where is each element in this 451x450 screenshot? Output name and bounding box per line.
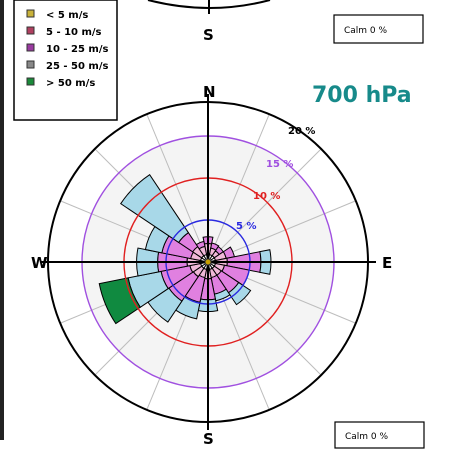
ring-label-10: 10 % (253, 191, 280, 202)
compass-south: S (203, 430, 214, 448)
rose-center (204, 258, 212, 266)
top-calm-box (333, 14, 424, 44)
spoke-NNW (146, 113, 209, 263)
calm-box: Calm 0 % (334, 421, 425, 449)
legend-box (13, 0, 118, 121)
ring-label-15: 15 % (266, 159, 293, 170)
spoke-NE (207, 148, 322, 263)
compass-east: E (382, 254, 392, 272)
bar-WSW-s4 (98, 277, 141, 325)
legend-swatch-5-10 (26, 26, 35, 35)
bar-SE-s3 (227, 281, 252, 306)
legend-swatch-lt5 (26, 9, 35, 18)
spoke-NNE (207, 113, 270, 263)
previous-rose-remnant: S Calm 0 % (147, 0, 424, 44)
legend-label-5-10: 5 - 10 m/s (46, 27, 102, 38)
top-south-label: S (203, 26, 214, 44)
legend-label-10-25: 10 - 25 m/s (46, 44, 108, 55)
top-calm-label: Calm 0 % (344, 26, 388, 36)
legend-swatch-25-50 (26, 60, 35, 69)
ring-labels: 5 % 10 % 15 % 20 % (236, 126, 315, 232)
compass-north: N (203, 83, 216, 101)
legend-swatch-10-25 (26, 43, 35, 52)
legend-label-25-50: 25 - 50 m/s (46, 61, 108, 72)
legend-label-lt5: < 5 m/s (46, 10, 88, 21)
chart-title: 700 hPa (312, 83, 412, 108)
rose-bars (98, 174, 272, 325)
legend: < 5 m/s 5 - 10 m/s 10 - 25 m/s 25 - 50 m… (13, 0, 118, 121)
legend-label-gt50: > 50 m/s (46, 78, 95, 89)
compass-west: W (31, 254, 48, 272)
left-border (0, 0, 4, 440)
calm-box-frame (334, 421, 425, 449)
ring-label-20: 20 % (288, 126, 315, 137)
rose-plot: 5 % 10 % 15 % 20 % N E S W (31, 83, 392, 448)
ring-label-5: 5 % (236, 221, 256, 232)
bar-NNW-s2 (195, 240, 206, 250)
bar-NW-s3 (120, 174, 190, 244)
calm-label: Calm 0 % (345, 432, 389, 442)
legend-swatch-gt50 (26, 77, 35, 86)
